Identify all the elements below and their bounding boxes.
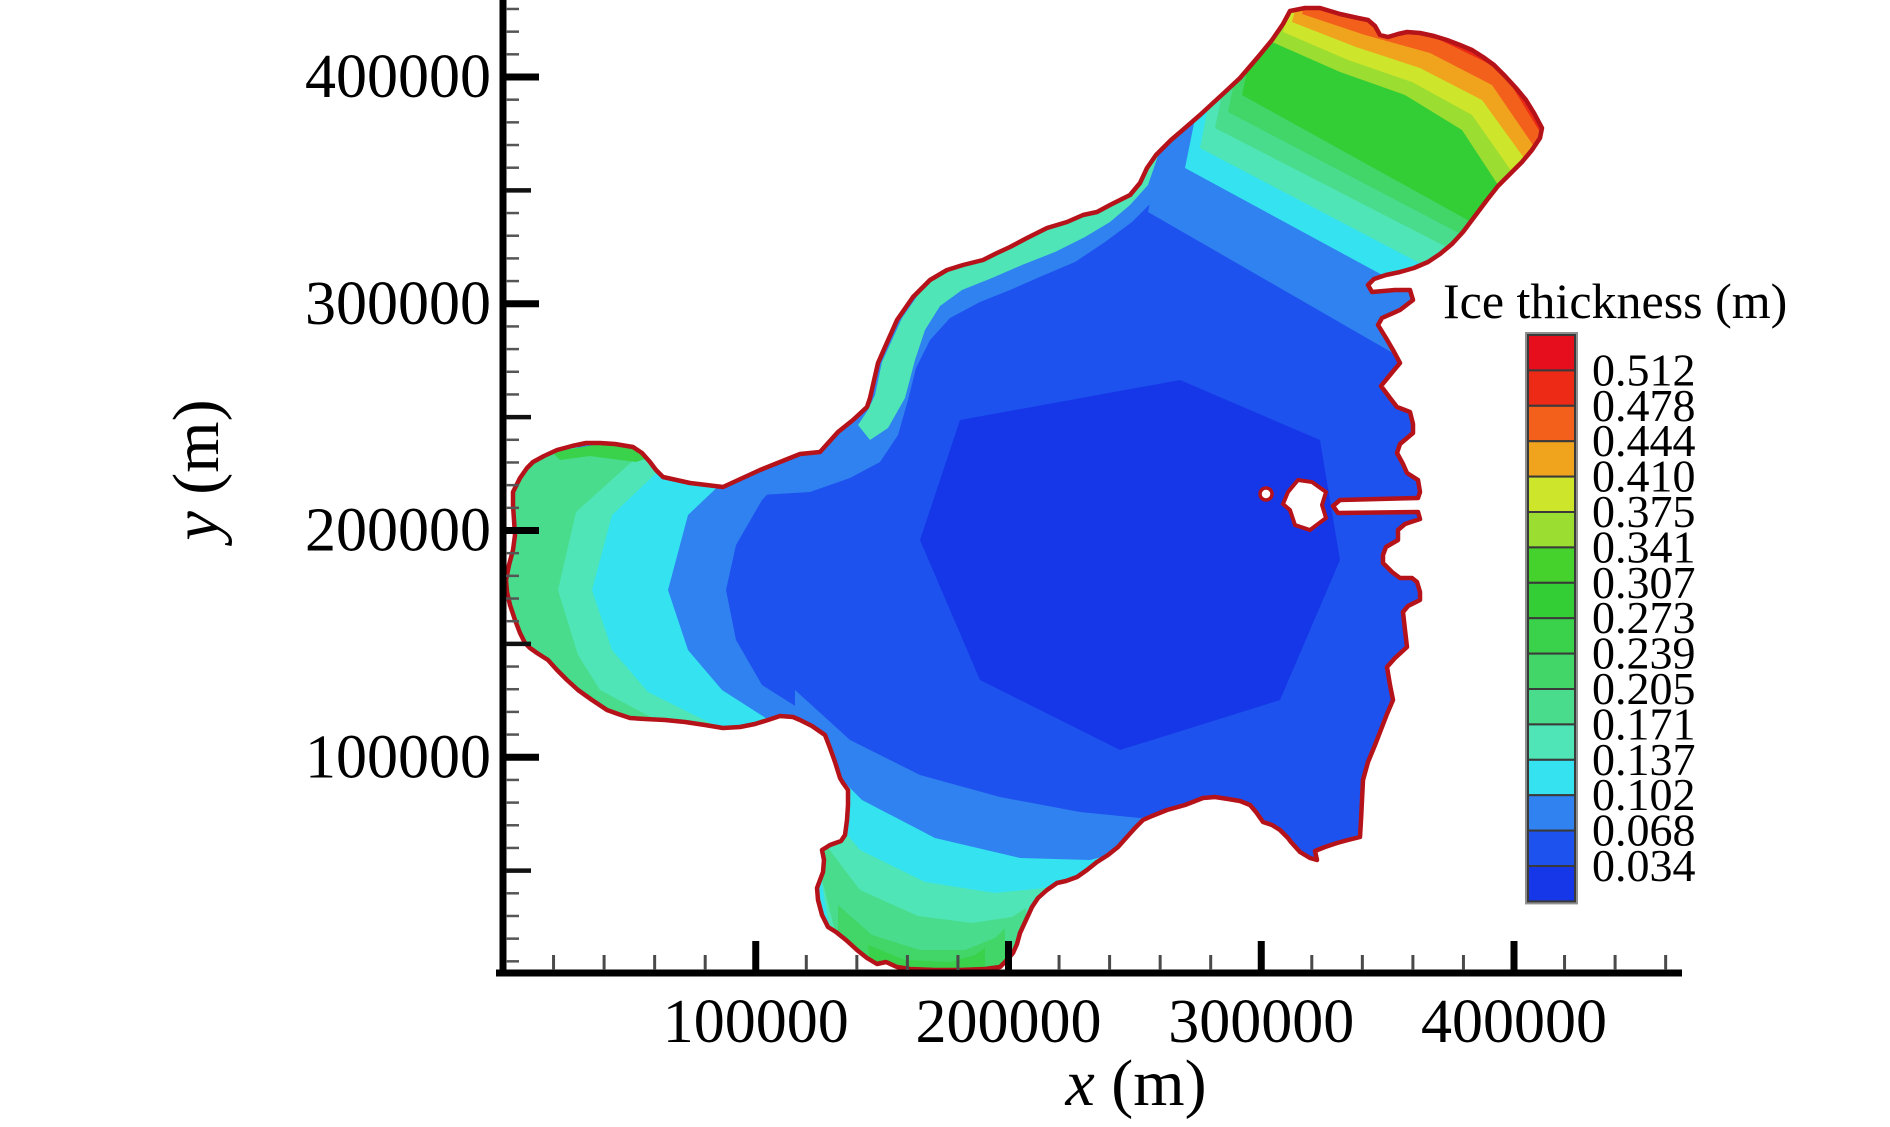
- x-tick-label: 200000: [916, 988, 1102, 1056]
- x-axis-tick-labels: 100000 200000 300000 400000: [663, 988, 1607, 1056]
- islet-dot: [1258, 486, 1274, 502]
- legend-color-cell: [1527, 865, 1576, 903]
- x-axis-ticks: [552, 941, 1668, 971]
- legend-value-label: 0.034: [1592, 840, 1696, 891]
- legend-value-label: 0.137: [1592, 734, 1696, 785]
- legend-colorbar: [1525, 332, 1578, 905]
- x-tick-label: 300000: [1168, 988, 1354, 1056]
- legend-value-label: 0.512: [1592, 344, 1696, 395]
- legend-value-label: 0.239: [1592, 628, 1696, 679]
- y-tick-label: 400000: [305, 43, 491, 111]
- legend-value-label: 0.444: [1592, 415, 1696, 466]
- legend-value-label: 0.307: [1592, 557, 1696, 608]
- legend-color-cell: [1527, 334, 1576, 372]
- y-tick-label: 100000: [305, 723, 491, 791]
- legend-color-cell: [1527, 511, 1576, 549]
- legend-value-label: 0.171: [1592, 698, 1696, 749]
- legend-value-label: 0.410: [1592, 451, 1696, 502]
- y-axis-title: y (m): [160, 399, 233, 546]
- island-outline: [1280, 477, 1329, 533]
- legend-value-label: 0.205: [1592, 663, 1696, 714]
- x-tick-label: 100000: [663, 988, 849, 1056]
- band-west-bay-bump-0.239: [552, 444, 648, 462]
- legend-value-label: 0.375: [1592, 486, 1696, 537]
- y-axis-title-variable: y: [160, 511, 233, 547]
- legend-color-cell: [1527, 829, 1576, 867]
- y-tick-label: 300000: [305, 270, 491, 338]
- legend-color-cell: [1527, 652, 1576, 690]
- contour-fill-layer: [506, 8, 1542, 970]
- legend-labels: 0.5120.4780.4440.4100.3750.3410.3070.273…: [1592, 344, 1696, 891]
- y-axis-ticks: [505, 7, 539, 963]
- band-north-coast-0.137: [858, 150, 1160, 440]
- legend-color-cell: [1527, 369, 1576, 407]
- x-axis-title-variable: x: [1064, 1047, 1094, 1120]
- band-core-below-0.034: [920, 380, 1340, 750]
- legend-value-label: 0.478: [1592, 380, 1696, 431]
- legend-value-label: 0.273: [1592, 592, 1696, 643]
- x-tick-label: 400000: [1421, 988, 1607, 1056]
- legend-color-cell: [1527, 688, 1576, 726]
- legend-color-cell: [1527, 404, 1576, 443]
- legend-value-label: 0.102: [1592, 769, 1696, 820]
- y-axis-title-unit: (m): [160, 399, 233, 511]
- legend-color-cell: [1527, 617, 1576, 655]
- legend-color-cell: [1527, 546, 1576, 584]
- band-south-bay-0.205: [838, 905, 1005, 970]
- y-tick-label: 200000: [305, 497, 491, 565]
- legend-title: Ice thickness (m): [1443, 273, 1787, 329]
- legend-color-cell: [1527, 723, 1576, 761]
- legend-value-label: 0.341: [1592, 521, 1696, 572]
- legend-color-cell: [1527, 440, 1576, 478]
- legend-value-label: 0.068: [1592, 805, 1696, 856]
- legend-color-cell: [1527, 581, 1576, 620]
- legend-color-cell: [1527, 758, 1576, 797]
- x-axis-title-unit: (m): [1095, 1047, 1207, 1120]
- legend-color-cell: [1527, 794, 1576, 832]
- y-axis-tick-labels: 100000 200000 300000 400000: [305, 43, 491, 791]
- x-axis-title: x (m): [1064, 1047, 1206, 1120]
- legend-color-cell: [1527, 475, 1576, 514]
